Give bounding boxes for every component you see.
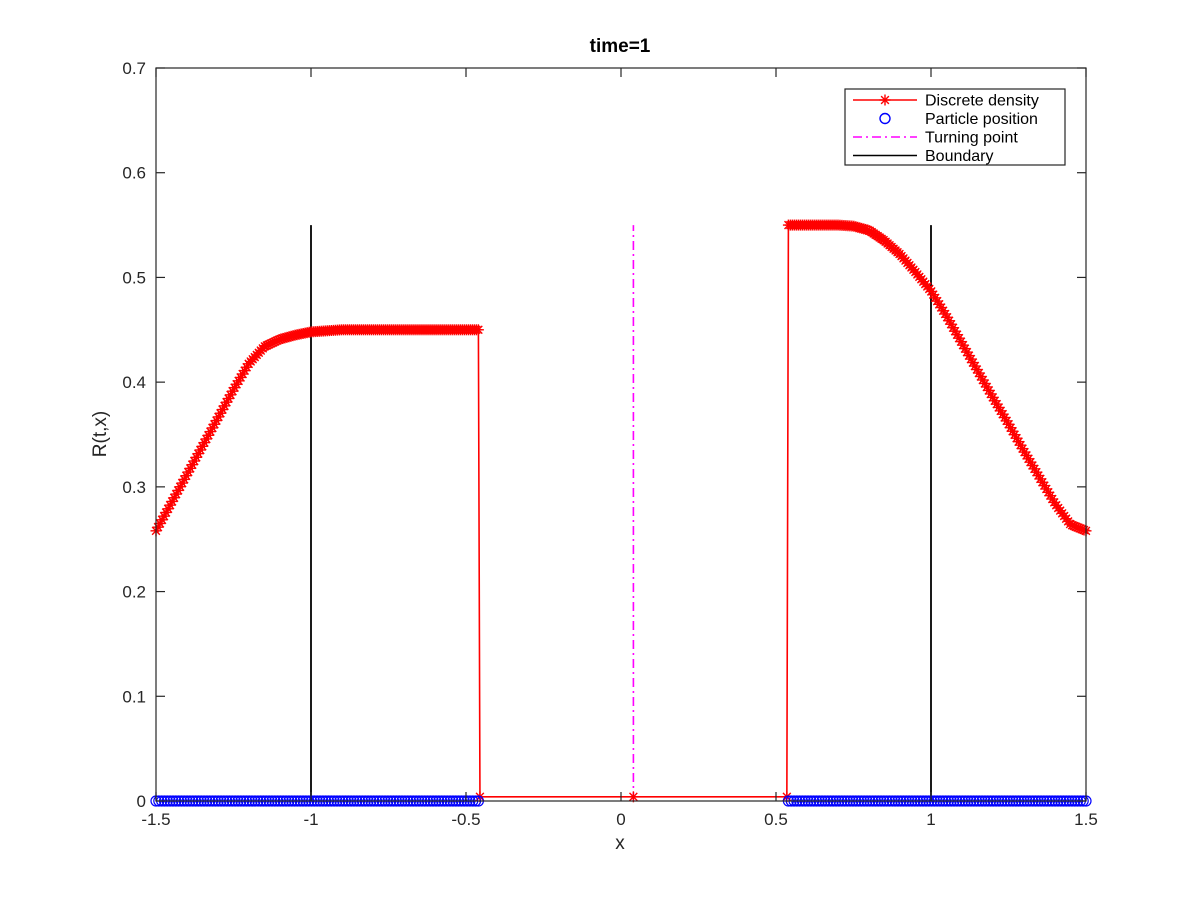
density-marker-stroke: [1034, 471, 1043, 480]
density-marker-stroke: [1004, 419, 1014, 429]
density-marker-stroke: [990, 396, 1000, 406]
density-marker-stroke: [1016, 440, 1025, 450]
density-marker-stroke: [1006, 423, 1015, 433]
density-marker-stroke: [960, 344, 970, 354]
density-marker-stroke: [952, 330, 962, 340]
legend-entry-label: Boundary: [925, 148, 994, 165]
y-tick-label: 0.1: [122, 687, 146, 706]
density-marker: [941, 311, 953, 323]
x-tick-label: -0.5: [451, 810, 480, 829]
density-marker-stroke: [996, 406, 1006, 416]
density-marker-stroke: [974, 368, 984, 378]
density-marker-stroke: [1014, 437, 1023, 447]
density-marker-stroke: [966, 354, 976, 364]
density-marker-stroke: [629, 792, 638, 802]
density-marker-stroke: [1022, 451, 1031, 460]
density-marker-stroke: [970, 361, 980, 371]
axes: -1.5 -1 -0.5 0 0.5 1 1.5 0 0.1 0.2 0.3 0.4 0.5 0.6 0.7: [122, 59, 1097, 829]
density-marker-stroke: [1035, 474, 1045, 484]
density-marker-stroke: [972, 365, 982, 374]
legend-particle-marker: [879, 112, 891, 125]
density-marker-stroke: [978, 375, 988, 385]
density-marker-stroke: [942, 312, 952, 322]
density-marker-stroke: [954, 333, 964, 343]
density-marker-stroke: [948, 323, 958, 333]
y-tick-label: 0.7: [122, 59, 146, 78]
density-marker-stroke: [950, 326, 960, 336]
density-marker-stroke: [1037, 477, 1047, 487]
density-marker-stroke: [1045, 491, 1055, 501]
legend-entry-label: Turning point: [925, 130, 1018, 147]
density-marker-stroke: [1039, 481, 1049, 490]
density-marker-stroke: [1018, 444, 1027, 454]
x-tick-label: -1: [303, 810, 318, 829]
density-marker-stroke: [1047, 494, 1057, 504]
density-marker-stroke: [964, 351, 974, 360]
x-tick-label: 1: [926, 810, 935, 829]
density-marker-stroke: [1020, 447, 1029, 457]
density-marker-stroke: [980, 379, 990, 388]
x-tick-label: 1.5: [1074, 810, 1098, 829]
density-marker-stroke: [474, 325, 483, 335]
density-marker-stroke: [982, 382, 992, 392]
density-marker-stroke: [1000, 413, 1010, 422]
density-marker-stroke: [1043, 487, 1053, 497]
density-marker-stroke: [992, 399, 1002, 409]
legend-density-marker: [879, 94, 891, 106]
x-tick-label: 0: [616, 810, 625, 829]
y-axis-label: R(t,x): [90, 411, 111, 457]
x-tick-label: -1.5: [141, 810, 170, 829]
y-tick-label: 0: [137, 792, 146, 811]
density-marker-stroke: [958, 340, 968, 350]
density-marker-stroke: [946, 319, 956, 329]
density-marker-stroke: [1032, 467, 1041, 477]
density-marker-stroke: [1024, 454, 1033, 464]
density-marker-stroke: [1002, 416, 1012, 426]
x-axis-label: x: [615, 833, 625, 854]
density-marker: [1078, 524, 1090, 536]
density-marker-stroke: [1028, 461, 1037, 470]
x-tick-label: 0.5: [764, 810, 788, 829]
density-marker-stroke: [986, 389, 996, 399]
density-marker-stroke: [956, 337, 966, 347]
density-marker-stroke: [984, 386, 994, 395]
y-tick-label: 0.5: [122, 268, 146, 287]
legend-density-marker-stroke: [880, 95, 890, 105]
density-marker-stroke: [976, 372, 986, 381]
density-marker: [472, 324, 484, 336]
chart-title: time=1: [590, 36, 651, 57]
density-marker-stroke: [940, 309, 950, 319]
density-marker: [627, 791, 639, 803]
density-marker: [1011, 432, 1023, 444]
y-tick-label: 0.2: [122, 583, 146, 602]
y-tick-label: 0.4: [122, 373, 146, 392]
density-marker-stroke: [998, 409, 1008, 419]
density-marker-stroke: [962, 347, 972, 357]
plot-area: [150, 219, 1092, 807]
y-tick-label: 0.3: [122, 478, 146, 497]
density-marker-stroke: [944, 316, 954, 326]
density-marker-stroke: [968, 358, 978, 367]
density-marker-stroke: [1008, 426, 1017, 436]
y-tick-label: 0.6: [122, 164, 146, 183]
legend-box: [844, 88, 1066, 166]
density-marker-stroke: [1012, 433, 1021, 443]
density-marker-stroke: [1030, 464, 1039, 474]
density-marker-stroke: [1026, 457, 1035, 467]
density-marker-stroke: [1010, 430, 1019, 440]
density-marker-stroke: [988, 393, 998, 402]
density-marker-stroke: [1041, 484, 1051, 494]
legend-entry-label: Discrete density: [925, 93, 1039, 110]
density-marker-stroke: [994, 403, 1004, 412]
density-marker: [1044, 490, 1056, 502]
legend-entry-label: Particle position: [925, 111, 1038, 128]
